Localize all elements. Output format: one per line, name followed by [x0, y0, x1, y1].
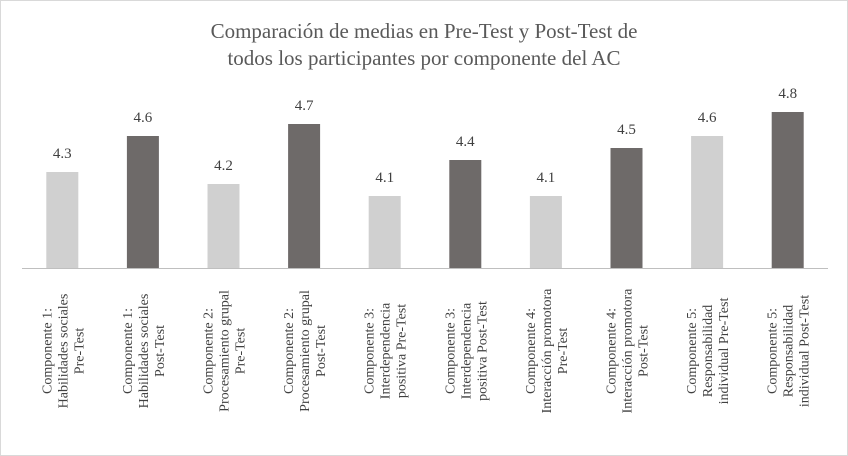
bar-10 — [771, 112, 804, 268]
category-label-5-line-1: Componente 3: — [363, 308, 378, 394]
category-label-6: Componente 3: Interdependencia positiva Po… — [443, 301, 490, 401]
category-label-6-line-2: Interdependencia — [459, 302, 474, 399]
category-label-1: Componente 1: Habilidades sociales Pre-Tes… — [40, 294, 87, 409]
category-label-8: Componente 4: Interacción promotora Post-T… — [605, 288, 652, 414]
category-label-9-line-1: Componente 5: — [685, 308, 700, 394]
category-label-2: Componente 1: Habilidades sociales Post-Te… — [121, 294, 168, 409]
category-label-9: Componente 5: Responsabilidad individual P… — [685, 298, 732, 405]
value-label-8: 4.5 — [617, 122, 636, 138]
category-label-1-line-3: Pre-Test — [72, 328, 87, 375]
bar-8 — [610, 148, 643, 268]
chart-title: Comparación de medias en Pre-Test y Post… — [211, 19, 638, 70]
category-label-4: Componente 2: Procesamiento grupal Post-Te… — [282, 290, 329, 412]
value-label-10: 4.8 — [778, 86, 797, 102]
category-label-6-line-1: Componente 3: — [443, 308, 458, 394]
value-label-7: 4.1 — [537, 170, 556, 186]
category-label-10: Componente 5: Responsabilidad individual P… — [766, 295, 813, 407]
category-label-4-line-3: Post-Test — [314, 325, 329, 377]
value-label-6: 4.4 — [456, 134, 475, 150]
category-label-10-line-2: Responsabilidad — [782, 305, 797, 398]
category-label-10-line-1: Componente 5: — [766, 308, 781, 394]
value-label-1: 4.3 — [53, 146, 72, 162]
category-labels: Componente 1: Habilidades sociales Pre-Tes… — [40, 288, 812, 414]
bar-9 — [691, 136, 724, 268]
bar-5 — [368, 196, 401, 268]
value-labels: 4.3 4.6 4.2 4.7 4.1 4.4 4.1 4.5 4.6 4.8 — [53, 86, 797, 186]
category-label-1-line-2: Habilidades sociales — [56, 294, 71, 409]
category-label-7-line-3: Pre-Test — [556, 328, 571, 375]
category-label-8-line-2: Interacción promotora — [621, 288, 636, 414]
category-label-10-line-3: individual Post-Test — [798, 295, 813, 407]
bar-6 — [449, 160, 482, 268]
category-label-3-line-1: Componente 2: — [202, 308, 217, 394]
category-label-1-line-1: Componente 1: — [40, 308, 55, 394]
category-label-7-line-2: Interacción promotora — [540, 288, 555, 414]
category-label-3: Componente 2: Procesamiento grupal Pre-Tes… — [202, 290, 249, 412]
value-label-3: 4.2 — [214, 158, 233, 174]
category-label-2-line-1: Componente 1: — [121, 308, 136, 394]
value-label-5: 4.1 — [375, 170, 394, 186]
category-label-7: Componente 4: Interacción promotora Pre-Te… — [524, 288, 571, 414]
category-label-6-line-3: positiva Post-Test — [475, 301, 490, 401]
value-label-9: 4.6 — [698, 110, 717, 126]
value-label-4: 4.7 — [295, 98, 314, 114]
bar-1 — [46, 172, 79, 268]
category-label-7-line-1: Componente 4: — [524, 308, 539, 394]
chart-title-line-2: todos los participantes por componente d… — [227, 46, 620, 70]
category-label-3-line-3: Pre-Test — [234, 328, 249, 375]
category-label-3-line-2: Procesamiento grupal — [218, 290, 233, 412]
category-label-5-line-3: positiva Pre-Test — [395, 304, 410, 398]
category-label-8-line-3: Post-Test — [637, 325, 652, 377]
category-label-9-line-2: Responsabilidad — [701, 305, 716, 398]
category-label-2-line-2: Habilidades sociales — [137, 294, 152, 409]
category-label-5-line-2: Interdependencia — [379, 302, 394, 399]
chart-title-line-1: Comparación de medias en Pre-Test y Post… — [211, 19, 638, 43]
category-label-9-line-3: individual Pre-Test — [717, 298, 732, 405]
bar-4 — [288, 124, 321, 268]
bar-2 — [126, 136, 159, 268]
category-label-4-line-1: Componente 2: — [282, 308, 297, 394]
category-label-8-line-1: Componente 4: — [605, 308, 620, 394]
value-label-2: 4.6 — [134, 110, 153, 126]
category-label-2-line-3: Post-Test — [153, 325, 168, 377]
bars — [46, 112, 804, 268]
category-label-5: Componente 3: Interdependencia positiva Pr… — [363, 302, 410, 399]
bar-7 — [529, 196, 562, 268]
category-label-4-line-2: Procesamiento grupal — [298, 290, 313, 412]
bar-3 — [207, 184, 240, 268]
